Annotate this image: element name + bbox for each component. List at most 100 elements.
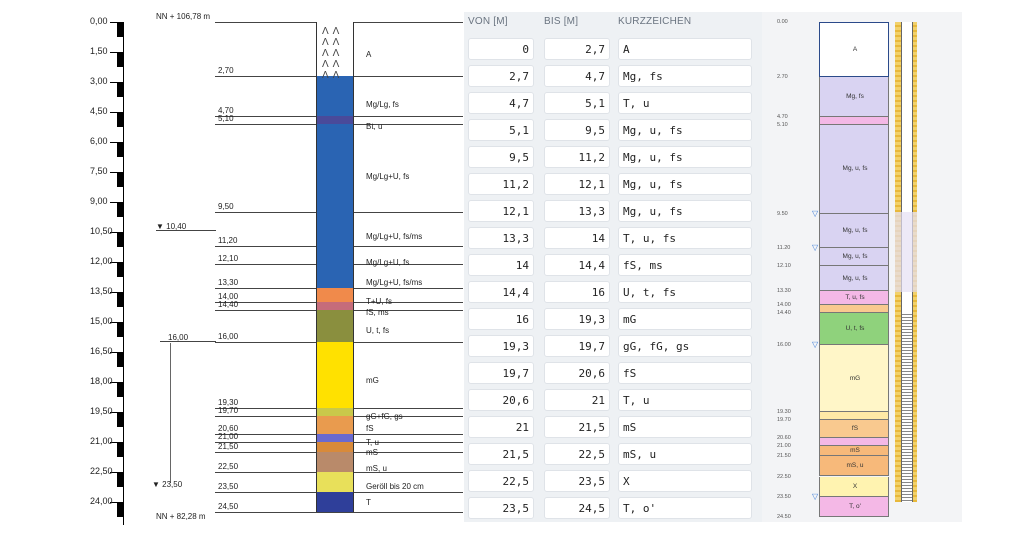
bis-cell[interactable]: 14,4	[544, 254, 610, 276]
von-cell[interactable]: 16	[468, 308, 534, 330]
bis-cell[interactable]: 19,7	[544, 335, 610, 357]
kurzzeichen-cell[interactable]: fS, ms	[618, 254, 752, 276]
right-depth-label: 22.50	[777, 473, 791, 480]
layer-description: U, t, fs	[366, 326, 390, 335]
kurzzeichen-cell[interactable]: X	[618, 470, 752, 492]
scale-tick	[110, 232, 123, 233]
water-level-icon: ▽	[812, 491, 819, 501]
von-cell[interactable]: 21	[468, 416, 534, 438]
von-cell[interactable]: 4,7	[468, 92, 534, 114]
scale-segment	[117, 172, 124, 187]
right-layer-label: mS	[850, 447, 860, 455]
depth-label: 12,10	[218, 254, 239, 263]
right-soil-layer: mG	[819, 345, 889, 412]
water-level-icon: ▽	[812, 208, 819, 218]
von-cell[interactable]: 22,5	[468, 470, 534, 492]
kurzzeichen-cell[interactable]: mS	[618, 416, 752, 438]
scale-segment	[117, 382, 124, 397]
bis-cell[interactable]: 12,1	[544, 173, 610, 195]
scale-tick	[110, 262, 123, 263]
bis-cell[interactable]: 9,5	[544, 119, 610, 141]
bis-cell[interactable]: 5,1	[544, 92, 610, 114]
kurzzeichen-cell[interactable]: T, o'	[618, 497, 752, 519]
depth-label: 21,50	[218, 442, 239, 451]
scanned-borehole-log: NN + 106,78 m NN + 82,28 m 0,00 1,50 3,00 4…	[0, 0, 464, 535]
bis-cell[interactable]: 23,5	[544, 470, 610, 492]
scale-label: 1,50	[90, 46, 108, 56]
bis-cell[interactable]: 13,3	[544, 200, 610, 222]
kurzzeichen-cell[interactable]: Mg, u, fs	[618, 200, 752, 222]
bis-cell[interactable]: 21	[544, 389, 610, 411]
scale-segment	[117, 142, 124, 157]
von-cell[interactable]: 11,2	[468, 173, 534, 195]
scale-label: 3,00	[90, 76, 108, 86]
table-row: 22,5 23,5 X	[464, 468, 762, 495]
right-depth-label: 9.50	[777, 210, 788, 217]
soil-layer	[316, 452, 354, 472]
layer-description: gG+fG, gs	[366, 412, 403, 421]
layer-description: Geröll bis 20 cm	[366, 482, 424, 491]
von-cell[interactable]: 0	[468, 38, 534, 60]
kurzzeichen-cell[interactable]: Mg, u, fs	[618, 146, 752, 168]
bis-cell[interactable]: 14	[544, 227, 610, 249]
right-layer-label: mS, u	[846, 462, 864, 470]
scale-segment	[117, 112, 124, 127]
right-depth-label: 24.50	[777, 513, 791, 520]
von-cell[interactable]: 14	[468, 254, 534, 276]
von-cell[interactable]: 9,5	[468, 146, 534, 168]
water-level-icon: ▽	[812, 243, 819, 253]
bis-cell[interactable]: 19,3	[544, 308, 610, 330]
kurzzeichen-cell[interactable]: A	[618, 38, 752, 60]
bis-cell[interactable]: 22,5	[544, 443, 610, 465]
kurzzeichen-cell[interactable]: Mg, fs	[618, 65, 752, 87]
scale-tick	[110, 112, 123, 113]
scale-label: 13,50	[90, 286, 113, 296]
kurzzeichen-cell[interactable]: fS	[618, 362, 752, 384]
kurzzeichen-cell[interactable]: mS, u	[618, 443, 752, 465]
right-layer-label: U, t, fs	[845, 325, 865, 333]
von-cell[interactable]: 5,1	[468, 119, 534, 141]
scale-label: 18,00	[90, 376, 113, 386]
von-cell[interactable]: 2,7	[468, 65, 534, 87]
water-level-line	[156, 230, 216, 231]
bis-cell[interactable]: 20,6	[544, 362, 610, 384]
bis-cell[interactable]: 16	[544, 281, 610, 303]
bis-cell[interactable]: 24,5	[544, 497, 610, 519]
depth-label: 20,60	[218, 424, 239, 433]
right-layer-label: Mg, u, fs	[842, 274, 868, 282]
bis-cell[interactable]: 4,7	[544, 65, 610, 87]
von-cell[interactable]: 23,5	[468, 497, 534, 519]
right-depth-label: 19.30	[777, 408, 791, 415]
right-layer-label: Mg, fs	[846, 92, 864, 100]
water-level-1: 10,40	[166, 222, 187, 231]
kurzzeichen-cell[interactable]: T, u, fs	[618, 227, 752, 249]
von-cell[interactable]: 19,7	[468, 362, 534, 384]
kurzzeichen-cell[interactable]: T, u	[618, 389, 752, 411]
scale-tick	[110, 292, 123, 293]
scale-segment	[117, 352, 124, 367]
table-row: 16 19,3 mG	[464, 306, 762, 333]
bis-cell[interactable]: 2,7	[544, 38, 610, 60]
scale-tick	[110, 382, 123, 383]
depth-label: 2,70	[218, 66, 234, 75]
scale-label: 21,00	[90, 436, 113, 446]
water-level-marker: ▼ 10,40	[156, 222, 187, 231]
von-cell[interactable]: 13,3	[468, 227, 534, 249]
layer-description: T	[366, 498, 371, 507]
von-cell[interactable]: 19,3	[468, 335, 534, 357]
von-cell[interactable]: 21,5	[468, 443, 534, 465]
kurzzeichen-cell[interactable]: U, t, fs	[618, 281, 752, 303]
kurzzeichen-cell[interactable]: mG	[618, 308, 752, 330]
bis-cell[interactable]: 21,5	[544, 416, 610, 438]
kurzzeichen-cell[interactable]: Mg, u, fs	[618, 173, 752, 195]
von-cell[interactable]: 14,4	[468, 281, 534, 303]
layer-description: mS	[366, 448, 378, 457]
kurzzeichen-cell[interactable]: gG, fG, gs	[618, 335, 752, 357]
kurzzeichen-cell[interactable]: Mg, u, fs	[618, 119, 752, 141]
bis-cell[interactable]: 11,2	[544, 146, 610, 168]
von-cell[interactable]: 20,6	[468, 389, 534, 411]
kurzzeichen-cell[interactable]: T, u	[618, 92, 752, 114]
right-soil-layer: Mg, u, fs	[819, 266, 889, 291]
von-cell[interactable]: 12,1	[468, 200, 534, 222]
scale-tick	[110, 142, 123, 143]
